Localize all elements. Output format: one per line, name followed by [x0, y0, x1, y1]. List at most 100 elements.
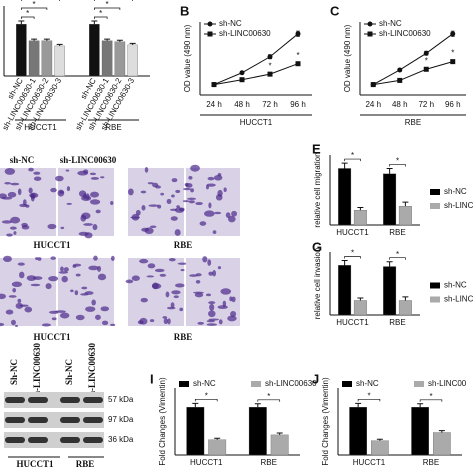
cell-stain [5, 309, 14, 315]
legend-marker [367, 31, 373, 37]
cell-stain [144, 227, 154, 235]
line [213, 33, 299, 86]
error-bar [376, 438, 383, 441]
cell-stain [78, 190, 87, 197]
panel-letter: B [180, 3, 189, 18]
cell-stain [206, 323, 217, 326]
error-bar [402, 201, 409, 207]
panel-letter: I [150, 371, 154, 386]
cell-stain [199, 221, 207, 226]
significance-bracket [419, 399, 443, 402]
significance-mark: * [425, 56, 428, 65]
error-bar [91, 20, 98, 25]
bar [54, 45, 65, 77]
cell-stain [197, 321, 204, 325]
cell-stain [131, 213, 140, 221]
cell-stain [214, 211, 222, 215]
significance-mark: * [26, 9, 29, 18]
cell-stain [195, 201, 203, 206]
cell-stain [11, 319, 16, 326]
cell-stain [75, 273, 81, 277]
x-tick-label: RBE [105, 123, 121, 132]
cell-stain [154, 268, 165, 273]
cell-stain [28, 187, 33, 194]
cell-stain [61, 275, 68, 283]
point [239, 77, 245, 83]
error-bar [386, 167, 393, 174]
cell-stain [51, 317, 57, 321]
blot-band [60, 437, 80, 443]
significance-mark: * [268, 61, 271, 70]
error-bar [116, 39, 123, 42]
bar [371, 440, 389, 456]
blot-strip [4, 392, 104, 408]
image-header: sh-LINC00630 [60, 155, 117, 165]
blot-band [5, 397, 25, 403]
cell-stain [90, 177, 100, 180]
cell-stain [70, 289, 74, 293]
cell-stain [17, 262, 25, 266]
bar [383, 173, 397, 226]
cell-stain [45, 283, 52, 290]
cell-stain [90, 191, 100, 198]
cell-stain [17, 188, 22, 196]
cell-stain [65, 169, 70, 172]
panel-letter: J [312, 371, 319, 386]
point [295, 61, 301, 67]
error-bar [56, 43, 63, 46]
cell-stain [15, 302, 24, 309]
blot-strip [4, 412, 104, 428]
cell-stain [89, 172, 97, 176]
panel-letter: C [330, 3, 340, 18]
cell-stain [149, 319, 155, 323]
cell-stain [179, 307, 184, 312]
legend-label: sh-NC [444, 187, 467, 196]
cell-stain [160, 192, 165, 196]
cell-stain [58, 271, 69, 274]
significance-mark: * [351, 249, 354, 258]
cell-stain [173, 295, 179, 299]
cell-stain [125, 279, 134, 284]
cell-stain [148, 204, 159, 207]
cell-stain [131, 275, 140, 281]
cell-stain [230, 311, 237, 317]
significance-bracket [93, 7, 121, 11]
cell-stain [48, 275, 59, 282]
blot-band [5, 417, 25, 423]
cell-stain [75, 314, 85, 321]
cell-stain [202, 256, 208, 263]
point [295, 31, 301, 37]
blot-band [60, 397, 80, 403]
cell-stain [175, 189, 181, 194]
cell-stain [12, 288, 17, 293]
cell-stain [174, 229, 181, 236]
x-tick-label: HUCCT1 [336, 318, 369, 327]
significance-mark: * [99, 9, 102, 18]
significance-bracket [257, 399, 281, 402]
cell-stain [208, 271, 214, 276]
bar [89, 23, 100, 77]
x-tick-label: 24 h [365, 100, 381, 109]
error-bar [417, 403, 424, 408]
significance-bracket [20, 16, 35, 20]
cell-stain [147, 182, 154, 185]
cell-stain [110, 201, 114, 205]
cell-stain [9, 226, 17, 230]
cell-stain [144, 167, 149, 173]
cell-stain [74, 290, 79, 296]
image-label: HUCCT1 [33, 332, 71, 342]
cell-stain [190, 164, 200, 172]
error-bar [438, 430, 445, 433]
y-axis-label: OD value (490 nm) [343, 24, 352, 92]
cell-stain [6, 233, 13, 237]
blot-lane-label: Sh-NC [64, 359, 74, 385]
x-tick-label: RBE [261, 458, 277, 467]
error-bar [214, 437, 221, 440]
cell-stain [166, 198, 172, 205]
x-tick-label: RBE [389, 228, 405, 237]
cell-stain [77, 170, 89, 176]
micrograph [0, 258, 56, 326]
significance-mark: * [33, 0, 36, 9]
cell-stain [95, 314, 101, 320]
cell-stain [91, 299, 96, 306]
